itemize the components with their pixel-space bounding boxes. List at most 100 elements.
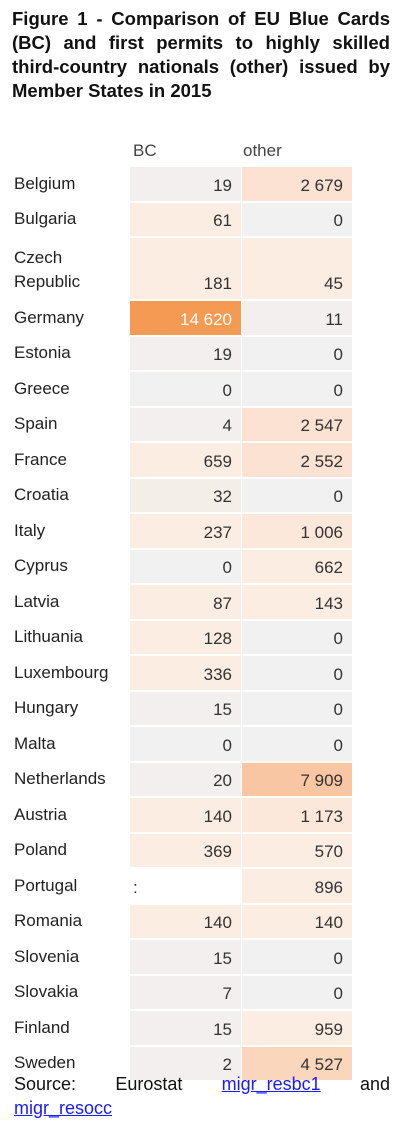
bc-value-cell: 2 (130, 1046, 241, 1080)
table-row: Luxembourg 336 0 (0, 655, 404, 691)
other-value-cell: 0 (242, 656, 352, 690)
other-value-cell: 0 (242, 336, 352, 370)
table-row: Poland 369 570 (0, 833, 404, 869)
country-label: Luxembourg (14, 662, 109, 682)
other-value-cell: 0 (242, 727, 352, 761)
table-row: Czech Republic 181 45 (0, 237, 404, 300)
permits-table: Belgium 19 2 679 Bulgaria 61 0 Czech Republic 1… (0, 166, 404, 1081)
other-value-cell: 959 (242, 1011, 352, 1045)
other-value-cell: 896 (242, 869, 352, 903)
bc-value-cell: 15 (130, 940, 241, 974)
other-value-cell: 0 (242, 478, 352, 512)
bc-value-cell: 336 (130, 656, 241, 690)
figure-title: Figure 1 - Comparison of EU Blue Cards (… (12, 8, 390, 101)
other-value-cell: 0 (242, 940, 352, 974)
country-label: Portugal (14, 875, 78, 895)
link-migr-resbc1[interactable]: migr_resbc1 (221, 1074, 321, 1094)
table-row: Malta 0 0 (0, 726, 404, 762)
country-label: Austria (14, 804, 67, 824)
country-label: Finland (14, 1017, 70, 1037)
country-label: Italy (14, 520, 46, 540)
country-label: Belgium (14, 173, 76, 193)
bc-value-cell: 61 (130, 202, 241, 236)
other-value-cell: 0 (242, 975, 352, 1009)
table-row: Hungary 15 0 (0, 691, 404, 727)
other-value-cell: 2 552 (242, 443, 352, 477)
source-label: Source: (14, 1074, 77, 1094)
other-value-cell: 0 (242, 691, 352, 725)
table-row: Italy 237 1 006 (0, 513, 404, 549)
country-label: Romania (14, 911, 83, 930)
bc-value-cell: 19 (130, 336, 241, 370)
table-row: Lithuania 128 0 (0, 620, 404, 656)
country-label: Slovakia (14, 982, 79, 1001)
table-row: Cyprus 0 662 (0, 549, 404, 585)
other-value-cell: 662 (242, 549, 352, 583)
table-row: Bulgaria 61 0 (0, 202, 404, 238)
bc-value-cell: 87 (130, 585, 241, 619)
table-row: Portugal:896 (0, 868, 404, 904)
other-value-cell: 0 (242, 620, 352, 654)
country-label: Sweden (14, 1053, 76, 1072)
table-row: Slovenia 15 0 (0, 939, 404, 975)
country-label: Cyprus (14, 556, 68, 575)
bc-value-cell: 4 (130, 407, 241, 441)
country-label: Greece (14, 378, 70, 398)
bc-value-cell: 140 (130, 904, 241, 938)
bc-value-cell: 7 (130, 975, 241, 1009)
country-label: Czech Republic (14, 248, 81, 291)
country-label: Estonia (14, 343, 71, 362)
country-label: Latvia (14, 591, 60, 611)
other-value-cell: 0 (242, 202, 352, 236)
table-row: Romania 140 140 (0, 904, 404, 940)
header-bc: BC (133, 141, 157, 160)
bc-value-cell: 140 (130, 798, 241, 832)
country-label: Spain (14, 414, 58, 433)
other-value-cell: 4 527 (242, 1046, 352, 1080)
table-row: Netherlands 20 7 909 (0, 762, 404, 798)
bc-value-cell: 181 (130, 238, 241, 299)
header-other: other (243, 141, 282, 160)
country-label: Bulgaria (14, 209, 77, 228)
table-row: Belgium 19 2 679 (0, 166, 404, 202)
bc-value-cell: 0 (130, 372, 241, 406)
other-value-cell: 2 547 (242, 407, 352, 441)
bc-value-cell: 0 (130, 549, 241, 583)
other-value-cell: 2 679 (242, 167, 352, 201)
table-row: Slovakia 7 0 (0, 975, 404, 1011)
table-row: Austria 140 1 173 (0, 797, 404, 833)
country-label: Netherlands (14, 769, 106, 788)
country-label: Slovenia (14, 946, 80, 966)
other-value-cell: 570 (242, 833, 352, 867)
country-label: Hungary (14, 698, 79, 717)
column-headers: BC other (0, 141, 404, 165)
table-row: Greece 0 0 (0, 371, 404, 407)
other-value-cell: 143 (242, 585, 352, 619)
bc-value-cell: 15 (130, 691, 241, 725)
table-row: Sweden 2 4 527 (0, 1046, 404, 1082)
table-row: Estonia 19 0 (0, 336, 404, 372)
other-value-cell: 1 173 (242, 798, 352, 832)
table-row: Finland 15 959 (0, 1010, 404, 1046)
table-row: Spain 4 2 547 (0, 407, 404, 443)
bc-value-cell: 659 (130, 443, 241, 477)
source-conj: and (359, 1074, 390, 1094)
source-note: Source: Eurostat migr_resbc1 and migr_re… (14, 1072, 390, 1120)
other-value-cell: 7 909 (242, 762, 352, 796)
bc-value-cell: 0 (130, 727, 241, 761)
link-migr-resocc[interactable]: migr_resocc (14, 1098, 113, 1118)
bc-value-cell: 237 (130, 514, 241, 548)
bc-value-cell: 19 (130, 167, 241, 201)
bc-value-cell: 20 (130, 762, 241, 796)
other-value-cell: 11 (242, 301, 352, 335)
table-row: Latvia 87 143 (0, 584, 404, 620)
table-row: Croatia 32 0 (0, 478, 404, 514)
country-label: Croatia (14, 485, 69, 504)
bc-value-cell: : (130, 869, 241, 903)
bc-value-cell: 15 (130, 1011, 241, 1045)
table-row: France 659 2 552 (0, 442, 404, 478)
source-org: Eurostat (115, 1074, 183, 1094)
country-label: Poland (14, 840, 67, 859)
table-row: Germany 14 620 11 (0, 300, 404, 336)
country-label: Lithuania (14, 627, 84, 646)
